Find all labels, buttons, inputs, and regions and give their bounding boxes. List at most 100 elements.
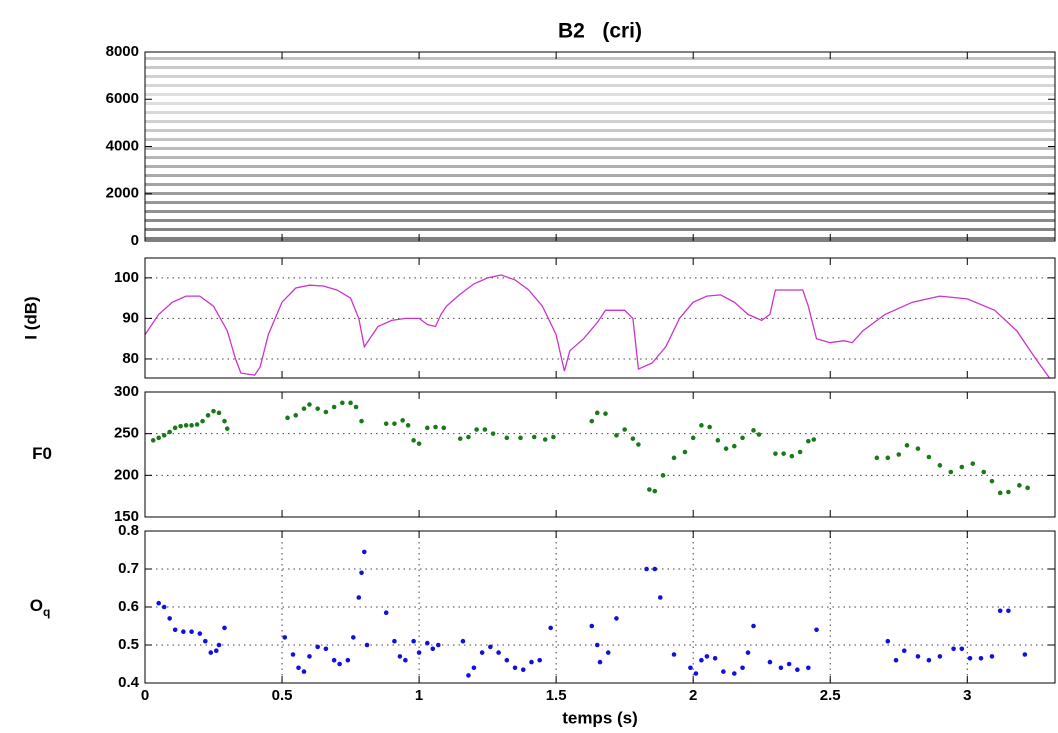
point	[732, 671, 737, 676]
point	[652, 488, 658, 494]
point	[874, 455, 880, 461]
x-tick-label: 1.5	[546, 687, 567, 704]
point	[811, 437, 817, 442]
point	[751, 428, 756, 433]
point	[383, 421, 389, 426]
point	[285, 415, 290, 421]
x-tick-label: 0	[141, 687, 149, 704]
point	[981, 469, 987, 475]
point	[732, 443, 737, 449]
y-tick-label: 100	[114, 269, 139, 286]
point	[926, 454, 932, 460]
point	[167, 429, 172, 435]
point	[189, 423, 194, 428]
point	[345, 657, 351, 663]
point	[652, 566, 658, 572]
point	[425, 425, 430, 431]
point	[425, 640, 430, 646]
x-axis-label: temps (s)	[562, 708, 638, 727]
point	[1022, 652, 1028, 657]
point	[885, 455, 891, 461]
point	[756, 432, 762, 437]
point	[778, 665, 784, 671]
point	[959, 646, 965, 652]
point	[416, 441, 422, 446]
point	[715, 438, 721, 443]
point	[224, 426, 230, 431]
chart-title: B2 (cri)	[558, 20, 642, 43]
point	[203, 638, 208, 644]
point	[699, 657, 704, 663]
y-tick-label: 0.5	[118, 636, 139, 653]
point	[704, 654, 710, 659]
point	[671, 652, 677, 657]
point	[156, 435, 162, 441]
y-tick-label: 0.8	[118, 522, 139, 539]
point	[315, 406, 320, 411]
point	[466, 434, 471, 440]
point	[405, 423, 411, 428]
point	[466, 673, 471, 678]
point	[150, 438, 156, 443]
point	[504, 657, 510, 663]
point	[167, 616, 172, 621]
point	[430, 646, 436, 652]
point	[630, 436, 636, 441]
y-tick-label: 150	[114, 508, 139, 525]
point	[614, 616, 619, 621]
point	[359, 570, 364, 576]
point	[416, 650, 422, 655]
point	[745, 650, 751, 655]
x-tick-label: 1	[415, 687, 423, 704]
point	[594, 642, 600, 648]
y-tick-label: 300	[114, 383, 139, 400]
point	[531, 434, 537, 440]
point	[937, 654, 943, 659]
point	[197, 631, 203, 636]
point	[361, 549, 367, 555]
point	[435, 642, 441, 648]
point	[331, 404, 337, 410]
point	[222, 418, 227, 424]
point	[636, 442, 641, 447]
point	[814, 627, 819, 633]
y-tick-label: 6000	[106, 90, 139, 107]
point	[189, 629, 194, 634]
point	[690, 435, 696, 441]
point	[460, 638, 466, 644]
point	[156, 600, 162, 606]
point	[353, 404, 359, 410]
point	[671, 455, 677, 461]
point	[806, 438, 811, 444]
point	[542, 437, 548, 442]
plot-frame	[144, 257, 1056, 379]
point	[806, 665, 811, 671]
point	[773, 451, 778, 456]
point	[740, 665, 745, 671]
y-tick-label: 0.6	[118, 598, 139, 615]
point	[161, 433, 167, 438]
point	[893, 657, 899, 663]
point	[970, 461, 976, 466]
y-tick-label: 8000	[106, 43, 139, 60]
point	[178, 423, 183, 429]
point	[307, 402, 312, 407]
point	[490, 431, 496, 436]
point	[216, 642, 222, 648]
point	[594, 410, 600, 416]
point	[323, 646, 329, 652]
point	[721, 669, 726, 674]
point	[1006, 489, 1011, 495]
intensity-line	[144, 274, 1051, 379]
point	[222, 625, 227, 631]
point	[978, 656, 984, 661]
point	[605, 650, 611, 655]
point	[479, 650, 485, 655]
point	[488, 644, 493, 650]
point	[392, 638, 397, 644]
point	[301, 406, 307, 411]
plot-frame	[144, 391, 1056, 518]
point	[518, 435, 523, 441]
point	[293, 413, 299, 418]
